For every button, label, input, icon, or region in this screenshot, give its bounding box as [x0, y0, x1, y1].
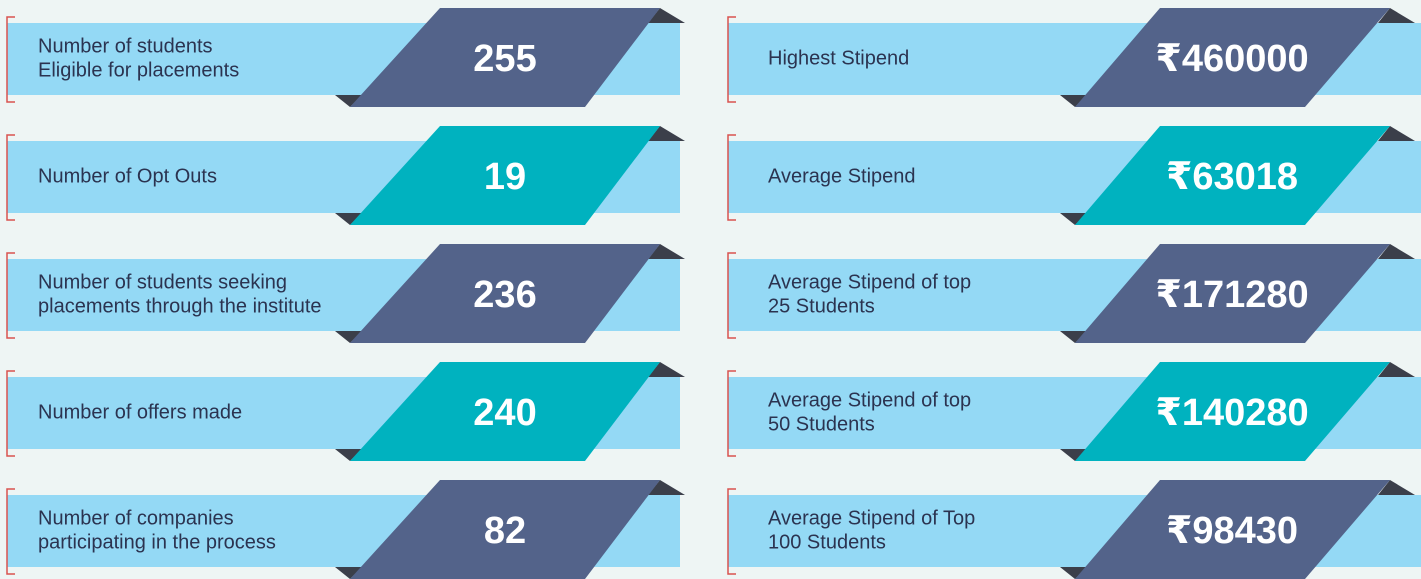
- value-panel: [1075, 244, 1390, 343]
- bracket: [6, 252, 15, 339]
- stat-row: Number of offers made 240: [6, 362, 685, 461]
- stat-value: 82: [484, 510, 526, 552]
- fold: [1060, 449, 1087, 461]
- bracket: [727, 134, 736, 221]
- stat-label: Average Stipend of top: [768, 389, 971, 411]
- value-panel: [350, 126, 660, 225]
- stat-value: 240: [473, 392, 536, 434]
- value-panel: [350, 480, 660, 579]
- stat-value: ₹140280: [1155, 392, 1308, 434]
- stat-label: Average Stipend of Top: [768, 507, 975, 529]
- stat-value: ₹460000: [1155, 38, 1308, 80]
- fold: [1060, 567, 1087, 579]
- value-panel: [350, 8, 660, 107]
- fold: [1378, 244, 1415, 259]
- stat-label: 100 Students: [768, 531, 886, 553]
- value-panel: [1075, 8, 1390, 107]
- bracket: [727, 488, 736, 575]
- stat-value: 255: [473, 38, 536, 80]
- stat-row: Average Stipend ₹63018: [727, 126, 1421, 225]
- fold: [648, 8, 685, 23]
- value-panel: [1075, 480, 1390, 579]
- stat-value: ₹63018: [1166, 156, 1298, 198]
- fold: [335, 567, 362, 579]
- stat-label: Number of companies: [38, 507, 234, 529]
- stat-label: Number of students seeking: [38, 271, 287, 293]
- stat-label: participating in the process: [38, 531, 276, 553]
- fold: [1060, 95, 1087, 107]
- stat-row: Highest Stipend ₹460000: [727, 8, 1421, 107]
- bracket: [727, 16, 736, 103]
- fold: [335, 213, 362, 225]
- stat-label: Number of students: [38, 35, 213, 57]
- stat-label: 25 Students: [768, 295, 875, 317]
- fold: [1060, 331, 1087, 343]
- fold: [1378, 8, 1415, 23]
- value-panel: [350, 362, 660, 461]
- fold: [648, 480, 685, 495]
- fold: [1378, 362, 1415, 377]
- stat-value: ₹171280: [1155, 274, 1308, 316]
- value-panel: [1075, 126, 1390, 225]
- fold: [648, 244, 685, 259]
- fold: [335, 331, 362, 343]
- fold: [335, 95, 362, 107]
- stat-label: placements through the institute: [38, 295, 322, 317]
- stat-value: ₹98430: [1166, 510, 1298, 552]
- value-panel: [350, 244, 660, 343]
- bracket: [727, 252, 736, 339]
- fold: [648, 362, 685, 377]
- stat-value: 19: [484, 156, 526, 198]
- stat-row: Number of Opt Outs 19: [6, 126, 685, 225]
- bracket: [6, 488, 15, 575]
- stat-label: Eligible for placements: [38, 59, 239, 81]
- stat-label: Average Stipend: [768, 165, 916, 187]
- bracket: [6, 16, 15, 103]
- stat-label: Average Stipend of top: [768, 271, 971, 293]
- bracket: [727, 370, 736, 457]
- value-panel: [1075, 362, 1390, 461]
- stat-value: 236: [473, 274, 536, 316]
- bracket: [6, 370, 15, 457]
- fold: [335, 449, 362, 461]
- stat-label: 50 Students: [768, 413, 875, 435]
- stat-label: Highest Stipend: [768, 47, 909, 69]
- fold: [648, 126, 685, 141]
- stat-label: Number of offers made: [38, 401, 242, 423]
- bracket: [6, 134, 15, 221]
- fold: [1378, 480, 1415, 495]
- fold: [1060, 213, 1087, 225]
- fold: [1378, 126, 1415, 141]
- stat-label: Number of Opt Outs: [38, 165, 217, 187]
